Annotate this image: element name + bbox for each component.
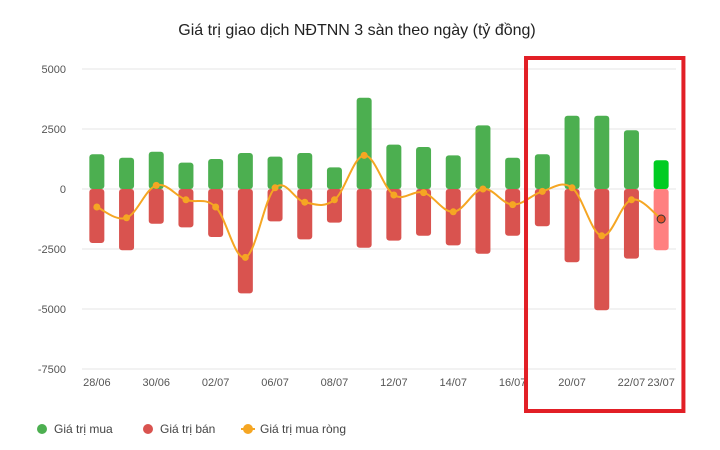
net-point[interactable] [360, 151, 368, 159]
net-point[interactable] [479, 185, 487, 193]
buy-bar[interactable] [445, 155, 461, 189]
y-axis-ticks: 5000 2500 0 -2500 -5000 -7500 [38, 64, 66, 376]
buy-bar[interactable] [237, 153, 253, 189]
legend-marker [243, 424, 253, 434]
net-point[interactable] [449, 208, 457, 216]
buy-bar[interactable] [505, 157, 521, 189]
x-tick-label: 02/07 [202, 377, 230, 389]
buy-bar[interactable] [386, 144, 402, 189]
legend-label: Giá trị bán [160, 422, 215, 436]
net-point[interactable] [627, 196, 635, 204]
legend[interactable]: Giá trị mua Giá trị bán Giá trị mua ròng [37, 422, 346, 436]
buy-bar[interactable] [89, 154, 105, 189]
sell-bar[interactable] [178, 189, 194, 228]
x-tick-label: 06/07 [261, 377, 289, 389]
net-point[interactable] [241, 253, 249, 261]
sell-bar[interactable] [208, 189, 224, 237]
sell-bar[interactable] [297, 189, 313, 240]
buy-bar[interactable] [594, 115, 610, 189]
net-point[interactable] [212, 203, 220, 211]
sell-bar[interactable] [475, 189, 491, 254]
sell-bar[interactable] [267, 189, 283, 222]
net-point[interactable] [390, 191, 398, 199]
x-tick-label: 12/07 [380, 377, 408, 389]
x-tick-label: 22/07 [618, 377, 646, 389]
net-point[interactable] [509, 201, 517, 209]
buy-bar[interactable] [297, 153, 313, 189]
sell-bar[interactable] [416, 189, 432, 236]
buy-bar[interactable] [475, 125, 491, 189]
y-tick-label: 2500 [42, 124, 66, 136]
sell-bar[interactable] [505, 189, 521, 236]
y-tick-label: -2500 [38, 244, 66, 256]
buy-bar[interactable] [623, 130, 639, 189]
highlight-rectangle [524, 56, 686, 413]
sell-bar[interactable] [534, 189, 550, 227]
net-point[interactable] [301, 198, 309, 206]
legend-item[interactable]: Giá trị mua ròng [241, 422, 346, 436]
sell-bar[interactable] [89, 189, 105, 243]
legend-item[interactable]: Giá trị bán [143, 422, 215, 436]
y-tick-label: 0 [60, 184, 66, 196]
buy-bar[interactable] [564, 115, 580, 189]
x-axis-ticks: 28/06 30/06 02/07 06/07 08/07 12/07 14/07 16/07… [83, 377, 675, 389]
net-line-path [96, 154, 662, 259]
buy-bar[interactable] [326, 167, 342, 189]
buy-bar[interactable] [534, 154, 550, 189]
sell-bar[interactable] [326, 189, 342, 223]
sell-bars [89, 189, 669, 311]
buy-bar[interactable] [267, 156, 283, 189]
x-tick-label: 14/07 [439, 377, 467, 389]
sell-bar[interactable] [237, 189, 253, 294]
x-tick-label: 23/07 [647, 377, 675, 389]
net-point[interactable] [538, 187, 546, 195]
net-point[interactable] [420, 189, 428, 197]
y-tick-label: -7500 [38, 364, 66, 376]
net-line [93, 151, 666, 261]
y-tick-label: -5000 [38, 304, 66, 316]
legend-marker [37, 424, 47, 434]
net-point[interactable] [330, 196, 338, 204]
legend-label: Giá trị mua ròng [260, 422, 346, 436]
net-point[interactable] [152, 181, 160, 189]
sell-bar[interactable] [356, 189, 372, 248]
net-point[interactable] [271, 184, 279, 192]
x-tick-label: 28/06 [83, 377, 111, 389]
buy-bar[interactable] [178, 162, 194, 189]
y-tick-label: 5000 [42, 64, 66, 76]
legend-marker [143, 424, 153, 434]
legend-item[interactable]: Giá trị mua [37, 422, 113, 436]
net-point[interactable] [182, 196, 190, 204]
buy-bar[interactable] [148, 151, 164, 189]
x-tick-label: 20/07 [558, 377, 586, 389]
x-tick-label: 16/07 [499, 377, 527, 389]
buy-bars [89, 97, 669, 189]
net-point[interactable] [568, 184, 576, 192]
gridlines [82, 68, 676, 370]
net-point[interactable] [123, 214, 131, 222]
net-point[interactable] [598, 232, 606, 240]
sell-bar[interactable] [564, 189, 580, 263]
net-point[interactable] [93, 203, 101, 211]
buy-bar[interactable] [356, 97, 372, 189]
x-tick-label: 30/06 [142, 377, 170, 389]
buy-bar[interactable] [208, 159, 224, 189]
sell-bar[interactable] [445, 189, 461, 246]
buy-bar[interactable] [416, 147, 432, 189]
buy-bar[interactable] [653, 160, 669, 189]
highlight-box [524, 56, 686, 413]
sell-bar[interactable] [594, 189, 610, 311]
sell-bar[interactable] [386, 189, 402, 241]
legend-label: Giá trị mua [54, 422, 113, 436]
chart-title: Giá trị giao dịch NĐTNN 3 sàn theo ngày … [178, 22, 536, 39]
x-tick-label: 08/07 [321, 377, 349, 389]
buy-bar[interactable] [119, 157, 135, 189]
sell-bar[interactable] [148, 189, 164, 224]
sell-bar[interactable] [623, 189, 639, 259]
net-point[interactable] [656, 214, 666, 224]
